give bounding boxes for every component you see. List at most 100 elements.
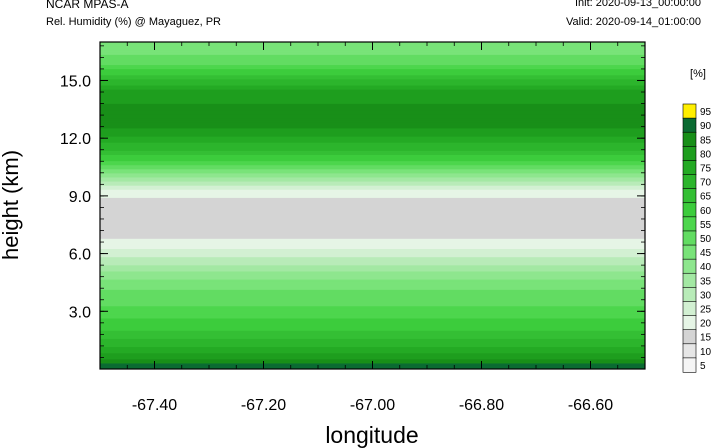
colorbar-label: 5 (700, 361, 706, 372)
field-band (100, 109, 645, 113)
field-band (100, 50, 645, 53)
colorbar-swatch (682, 244, 697, 260)
y-tick-label: 9.0 (69, 189, 91, 206)
colorbar-swatch (682, 315, 697, 331)
field-band (100, 315, 645, 319)
colorbar-swatch (682, 329, 697, 345)
field-band (100, 129, 645, 133)
field-band (100, 178, 645, 182)
field-band (100, 227, 645, 231)
field-band (100, 166, 645, 170)
header-init: Init: 2020-09-13_00:00:00 (575, 0, 701, 9)
field-band (100, 358, 645, 362)
field-band (100, 62, 645, 66)
field-band (100, 58, 645, 61)
colorbar-label: 35 (700, 276, 712, 287)
field-band (100, 342, 645, 346)
humidity-field (100, 42, 645, 369)
field-band (100, 340, 645, 344)
colorbar-label: 10 (700, 347, 712, 358)
field-band (100, 64, 645, 68)
colorbar-label: 40 (700, 262, 712, 273)
field-band (100, 133, 645, 137)
field-band (100, 54, 645, 57)
colorbar-label: 80 (700, 149, 712, 160)
field-band (100, 148, 645, 151)
field-band (100, 287, 645, 290)
field-band (100, 205, 645, 209)
field-band (100, 203, 645, 207)
colorbar-label: 65 (700, 192, 712, 203)
colorbar-swatch (682, 272, 697, 288)
colorbar-label: 85 (700, 135, 712, 146)
colorbar-label: 60 (700, 206, 712, 217)
field-band (100, 270, 645, 274)
field-band (100, 279, 645, 282)
field-band (100, 209, 645, 213)
field-band (100, 197, 645, 200)
field-band (100, 93, 645, 96)
field-band (100, 266, 645, 270)
field-band (100, 82, 645, 86)
field-band (100, 154, 645, 158)
colorbar-swatch (682, 146, 697, 162)
field-band (100, 66, 645, 70)
colorbar-swatch (682, 202, 697, 218)
field-band (100, 252, 645, 256)
field-band (100, 152, 645, 155)
field-band (100, 74, 645, 78)
field-band (100, 246, 645, 250)
field-band (100, 113, 645, 117)
colorbar-label: 25 (700, 305, 712, 316)
colorbar-swatch (682, 117, 697, 133)
field-band (100, 319, 645, 323)
field-band (100, 119, 645, 123)
field-band (100, 191, 645, 194)
field-band (100, 242, 645, 245)
field-band (100, 326, 645, 329)
field-band (100, 142, 645, 145)
field-band (100, 256, 645, 260)
field-band (100, 136, 645, 139)
field-band (100, 217, 645, 221)
field-band (100, 344, 645, 348)
header-variable: Rel. Humidity (%) @ Mayaguez, PR (46, 16, 221, 28)
field-band (100, 125, 645, 129)
field-band (100, 156, 645, 160)
field-band (100, 295, 645, 299)
field-band (100, 272, 645, 276)
field-band (100, 138, 645, 141)
field-band (100, 127, 645, 131)
x-axis-label: longitude (325, 422, 418, 448)
field-band (100, 78, 645, 82)
colorbar-label: 75 (700, 163, 712, 174)
field-band (100, 346, 645, 350)
colorbar-swatch (682, 103, 697, 119)
field-band (100, 281, 645, 284)
field-band (100, 146, 645, 149)
field-band (100, 285, 645, 288)
y-axis: 3.0 6.0 9.0 12.0 15.0 (60, 45, 645, 358)
field-band (100, 336, 645, 339)
field-band (100, 283, 645, 286)
field-band (100, 297, 645, 301)
field-band (100, 332, 645, 335)
field-band (100, 89, 645, 92)
field-band (100, 199, 645, 203)
field-band (100, 293, 645, 297)
field-band (100, 238, 645, 241)
field-band (100, 313, 645, 317)
field-band (100, 240, 645, 243)
y-tick-label: 3.0 (69, 304, 91, 321)
field-band (100, 174, 645, 178)
field-band (100, 330, 645, 333)
x-tick-label: -66.80 (459, 397, 504, 414)
field-band (100, 303, 645, 307)
field-band (100, 72, 645, 76)
field-band (100, 301, 645, 305)
field-band (100, 80, 645, 84)
field-band (100, 305, 645, 309)
x-tick-label: -66.60 (568, 397, 613, 414)
colorbar-swatch (682, 174, 697, 190)
